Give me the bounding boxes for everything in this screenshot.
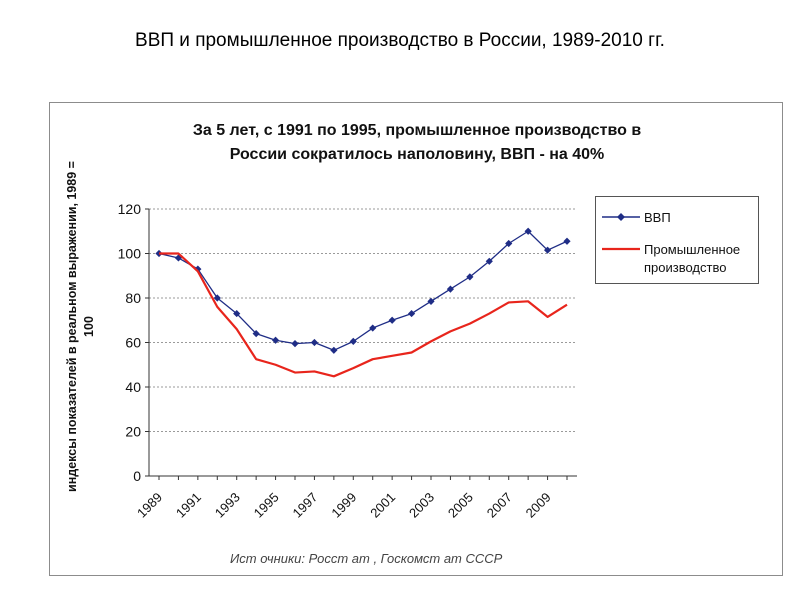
x-tick-label-2003: 2003 bbox=[406, 490, 437, 521]
series-0-point-1997 bbox=[310, 338, 319, 347]
chart-title-line-2: России сократилось наполовину, ВВП - на … bbox=[229, 146, 605, 163]
x-tick-label-1993: 1993 bbox=[212, 490, 243, 521]
slide-title: ВВП и промышленное производство в России… bbox=[135, 30, 665, 51]
series-line-0 bbox=[158, 230, 568, 351]
legend-swatch-industry bbox=[602, 247, 640, 251]
series-0-point-1996 bbox=[291, 340, 299, 348]
legend-label-gdp: ВВП bbox=[644, 210, 671, 225]
series-0-point-2008 bbox=[524, 227, 532, 235]
series-0-point-2007 bbox=[505, 239, 513, 248]
y-tick-label-20: 20 bbox=[125, 424, 141, 440]
series-0-point-1993 bbox=[233, 309, 241, 318]
legend-label-industry-1: Промышленное bbox=[644, 242, 741, 257]
y-tick-label-100: 100 bbox=[118, 246, 142, 262]
y-tick-label-40: 40 bbox=[125, 379, 141, 395]
y-tick-label-80: 80 bbox=[125, 290, 141, 306]
chart-title-line-1: За 5 лет, с 1991 по 1995, промышленное п… bbox=[192, 122, 642, 139]
y-axis-label-line-2: 100 bbox=[82, 316, 96, 337]
y-axis-label-line-1: индексы показателей в реальном выражении… bbox=[65, 161, 79, 492]
source-note: Ист очники: Росст ат , Госкомст ат СССР bbox=[230, 551, 503, 566]
legend-swatch-gdp bbox=[602, 213, 640, 221]
x-tick-label-2001: 2001 bbox=[367, 490, 398, 521]
series-0-point-2009 bbox=[543, 246, 552, 254]
chart-title: За 5 лет, с 1991 по 1995, промышленное п… bbox=[50, 119, 784, 167]
x-tick-label-1999: 1999 bbox=[328, 490, 359, 521]
series-0-point-1999 bbox=[349, 337, 357, 345]
series-0-point-2004 bbox=[446, 285, 455, 293]
series-0-point-2001 bbox=[388, 316, 396, 324]
chart-frame: За 5 лет, с 1991 по 1995, промышленное п… bbox=[49, 102, 783, 576]
x-tick-label-1997: 1997 bbox=[289, 490, 320, 521]
legend-label-industry-2: производство bbox=[644, 260, 727, 275]
chart-legend: ВВП Промышленное производство bbox=[595, 196, 759, 284]
series-0-point-1992 bbox=[213, 294, 221, 302]
y-tick-label-0: 0 bbox=[133, 468, 141, 484]
line-chart: 0 20 40 60 80 100 120 1989 1991 1993 1995 1997 1999 2… bbox=[65, 161, 577, 521]
y-tick-label-60: 60 bbox=[125, 335, 141, 351]
series-0-point-1998 bbox=[330, 346, 338, 354]
series-0-point-2002 bbox=[407, 309, 416, 318]
series-line-1 bbox=[159, 252, 568, 378]
x-tick-label-2007: 2007 bbox=[484, 490, 515, 521]
series-0-point-2010 bbox=[563, 237, 571, 245]
x-tick-label-2009: 2009 bbox=[523, 490, 554, 521]
x-tick-label-1991: 1991 bbox=[173, 490, 204, 521]
series-0-point-2005 bbox=[466, 273, 474, 281]
x-tick-label-1995: 1995 bbox=[251, 490, 282, 521]
x-tick-label-2005: 2005 bbox=[445, 490, 476, 521]
series-0-point-2003 bbox=[427, 297, 435, 305]
y-tick-label-120: 120 bbox=[118, 201, 142, 217]
x-tick-label-1989: 1989 bbox=[134, 490, 165, 521]
